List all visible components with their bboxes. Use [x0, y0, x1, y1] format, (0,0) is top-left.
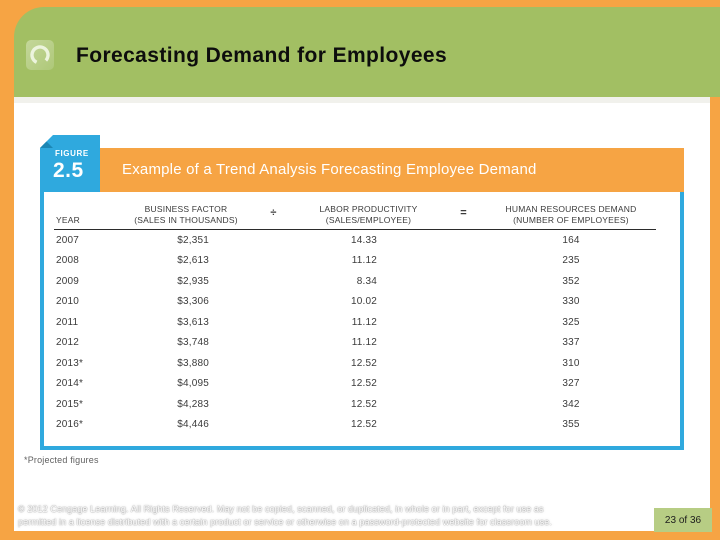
table-row: 2011 $3,613 11.12 325	[54, 312, 656, 333]
cell-business-factor: $3,748	[177, 337, 209, 349]
cell-business-factor: $2,935	[177, 275, 209, 287]
copyright-footer: © 2012 Cengage Learning. All Rights Rese…	[18, 504, 552, 528]
cell-year: 2012	[56, 337, 80, 349]
cell-labor-productivity: 12.52	[350, 357, 377, 369]
cell-labor-productivity: 11.12	[351, 337, 377, 349]
cell-spacer	[441, 251, 486, 272]
cell-hr-demand: 337	[562, 337, 580, 349]
table-row: 2009 $2,935 8.34 352	[54, 271, 656, 292]
figure-caption: Example of a Trend Analysis Forecasting …	[122, 161, 537, 178]
cell-business-factor: $3,306	[177, 296, 209, 308]
cell-hr-demand: 352	[562, 275, 580, 287]
cengage-logo-icon	[26, 40, 54, 70]
cell-hr-demand: 330	[562, 296, 580, 308]
cell-year: 2014*	[56, 378, 84, 390]
figure-footnote: *Projected figures	[24, 455, 99, 465]
cell-spacer	[441, 292, 486, 313]
cell-business-factor: $3,880	[177, 357, 209, 369]
cell-business-factor: $4,095	[177, 378, 209, 390]
cell-spacer	[251, 312, 296, 333]
cell-spacer	[441, 353, 486, 374]
cell-spacer	[441, 415, 486, 436]
table-header: YEAR BUSINESS FACTOR (SALES IN THOUSANDS…	[54, 204, 656, 231]
cell-business-factor: $4,446	[177, 419, 209, 431]
figure-number: 2.5	[53, 159, 84, 182]
figure-table-panel: YEAR BUSINESS FACTOR (SALES IN THOUSANDS…	[40, 192, 684, 450]
table-row: 2016* $4,446 12.52 355	[54, 415, 656, 436]
header-business-factor: BUSINESS FACTOR (SALES IN THOUSANDS)	[121, 204, 251, 231]
cell-business-factor: $2,613	[177, 255, 209, 267]
table-row: 2010 $3,306 10.02 330	[54, 292, 656, 313]
frame-right-strip	[710, 97, 720, 540]
equals-symbol: =	[441, 204, 486, 231]
page-indicator: 23 of 36	[654, 508, 712, 532]
table-body: 2007 $2,351 14.33 164 2008 $2,613 11.12 …	[54, 230, 656, 436]
cell-spacer	[251, 230, 296, 251]
cell-year: 2007	[56, 234, 80, 246]
table-row: 2013* $3,880 12.52 310	[54, 353, 656, 374]
cell-year: 2010	[56, 296, 80, 308]
cell-labor-productivity: 12.52	[350, 398, 377, 410]
figure-word: FIGURE	[55, 149, 89, 158]
cell-spacer	[441, 230, 486, 251]
cell-spacer	[251, 415, 296, 436]
header-divider	[14, 97, 710, 103]
cell-spacer	[251, 292, 296, 313]
frame-left-strip	[0, 0, 14, 540]
table-row: 2007 $2,351 14.33 164	[54, 230, 656, 251]
cell-spacer	[441, 312, 486, 333]
cell-spacer	[441, 271, 486, 292]
figure-caption-band: Example of a Trend Analysis Forecasting …	[100, 148, 684, 192]
cell-hr-demand: 342	[562, 398, 580, 410]
cell-labor-productivity: 10.02	[350, 296, 377, 308]
cell-year: 2016*	[56, 419, 84, 431]
cell-business-factor: $4,283	[177, 398, 209, 410]
header	[14, 0, 720, 97]
cell-labor-productivity: 12.52	[350, 378, 377, 390]
cell-spacer	[251, 333, 296, 354]
cell-spacer	[441, 333, 486, 354]
figure-label: FIGURE 2.5	[40, 135, 100, 192]
cell-hr-demand: 325	[562, 316, 580, 328]
table-row: 2015* $4,283 12.52 342	[54, 394, 656, 415]
cell-labor-productivity: 11.12	[351, 255, 377, 267]
frame-bottom-strip	[0, 531, 720, 540]
cell-spacer	[441, 374, 486, 395]
header-year: YEAR	[54, 204, 121, 231]
cell-hr-demand: 164	[562, 234, 580, 246]
cell-labor-productivity: 14.33	[350, 234, 377, 246]
cell-year: 2011	[56, 316, 79, 328]
cell-spacer	[251, 353, 296, 374]
cell-year: 2015*	[56, 398, 84, 410]
table-row: 2012 $3,748 11.12 337	[54, 333, 656, 354]
page-title: Forecasting Demand for Employees	[76, 44, 448, 67]
cell-labor-productivity: 11.12	[351, 316, 377, 328]
cell-labor-productivity: 12.52	[350, 419, 377, 431]
cell-hr-demand: 235	[562, 255, 580, 267]
header-band	[14, 7, 720, 97]
cell-hr-demand: 310	[562, 357, 580, 369]
header-labor-productivity: LABOR PRODUCTIVITY (SALES/EMPLOYEE)	[296, 204, 441, 231]
cell-spacer	[251, 374, 296, 395]
cell-year: 2008	[56, 255, 80, 267]
cell-spacer	[441, 394, 486, 415]
folded-corner	[40, 135, 53, 148]
divide-symbol: ÷	[251, 204, 296, 231]
cell-spacer	[251, 251, 296, 272]
cell-spacer	[251, 271, 296, 292]
cell-spacer	[251, 394, 296, 415]
table-row: 2014* $4,095 12.52 327	[54, 374, 656, 395]
cell-hr-demand: 327	[562, 378, 580, 390]
cell-hr-demand: 355	[562, 419, 580, 431]
cell-year: 2009	[56, 275, 80, 287]
header-hr-demand: HUMAN RESOURCES DEMAND (NUMBER OF EMPLOY…	[486, 204, 656, 231]
trend-analysis-table: YEAR BUSINESS FACTOR (SALES IN THOUSANDS…	[54, 204, 656, 435]
cell-labor-productivity: 8.34	[356, 275, 377, 287]
cell-business-factor: $2,351	[177, 234, 209, 246]
table-row: 2008 $2,613 11.12 235	[54, 251, 656, 272]
cell-business-factor: $3,613	[177, 316, 209, 328]
cell-year: 2013*	[56, 357, 84, 369]
